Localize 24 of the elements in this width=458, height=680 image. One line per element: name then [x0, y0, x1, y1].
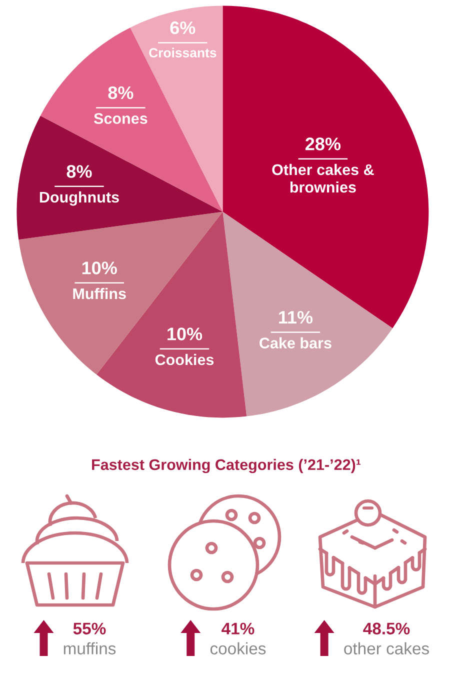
- slice-label: Other cakes & brownies: [272, 164, 374, 193]
- text: 48.5%: [363, 622, 410, 634]
- data-label: 8%: [66, 165, 92, 178]
- slice-label: Doughnuts: [40, 191, 119, 206]
- category-label: cookies: [210, 642, 266, 654]
- text: 55%: [73, 622, 106, 634]
- pie-slice: [18, 212, 223, 375]
- data-label: 8%: [108, 86, 134, 100]
- slice-label: Scones: [94, 113, 148, 124]
- pie-slice: [222, 212, 393, 416]
- slice-label: Croissants: [149, 48, 216, 58]
- slice-label: Muffins: [73, 288, 126, 300]
- category-label: other cakes: [344, 642, 429, 654]
- data-label: 6%: [170, 21, 196, 34]
- pie-slice: [222, 6, 429, 328]
- data-label: 11%: [279, 310, 313, 324]
- category-label: muffins: [64, 642, 116, 654]
- data-label: 10%: [168, 328, 202, 340]
- text: Fastest Growing Categories (’21-’22)¹: [92, 458, 361, 474]
- text: 41%: [222, 622, 254, 634]
- data-label: 28%: [306, 138, 341, 150]
- slice-label: Cake bars: [260, 337, 332, 348]
- slice-label: Cookies: [155, 354, 214, 366]
- data-label: 10%: [82, 262, 117, 274]
